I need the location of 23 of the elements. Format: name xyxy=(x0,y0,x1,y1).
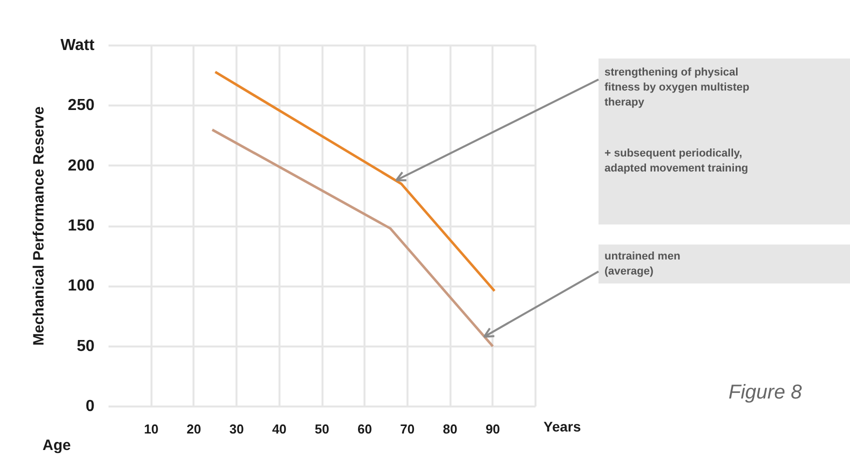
y-tick-label: 150 xyxy=(68,218,95,234)
y-tick-label: 200 xyxy=(68,157,95,174)
x-axis-title: Years xyxy=(544,418,582,434)
x-tick-label: 90 xyxy=(486,422,500,436)
x-tick-label: 80 xyxy=(442,422,458,436)
annotation: untrained men (average) xyxy=(604,250,681,278)
x-tick-label: 60 xyxy=(357,422,372,436)
x-tick-label: 20 xyxy=(186,422,202,436)
x-tick-label: 30 xyxy=(229,422,244,436)
y-tick-label: Watt xyxy=(60,37,96,54)
y-tick-label: 100 xyxy=(68,278,95,295)
y-tick-label: 250 xyxy=(68,97,95,114)
y-tick-label: 0 xyxy=(86,398,95,415)
y-axis-title: Mechanical Performance Reserve xyxy=(30,106,48,346)
x-tick-label: 70 xyxy=(400,422,415,436)
x-tick-label: 10 xyxy=(144,422,158,436)
x-tick-label: 40 xyxy=(272,422,287,436)
y-tick-label: 50 xyxy=(76,338,95,355)
text: Age xyxy=(42,437,71,454)
caption: Figure 8 xyxy=(728,382,802,404)
text: + subsequent periodically, adapted movement training xyxy=(604,148,748,174)
x-tick-label: 50 xyxy=(314,422,330,436)
annotation: strengthening of physical fitness by oxygen multistep therapy xyxy=(604,66,750,108)
